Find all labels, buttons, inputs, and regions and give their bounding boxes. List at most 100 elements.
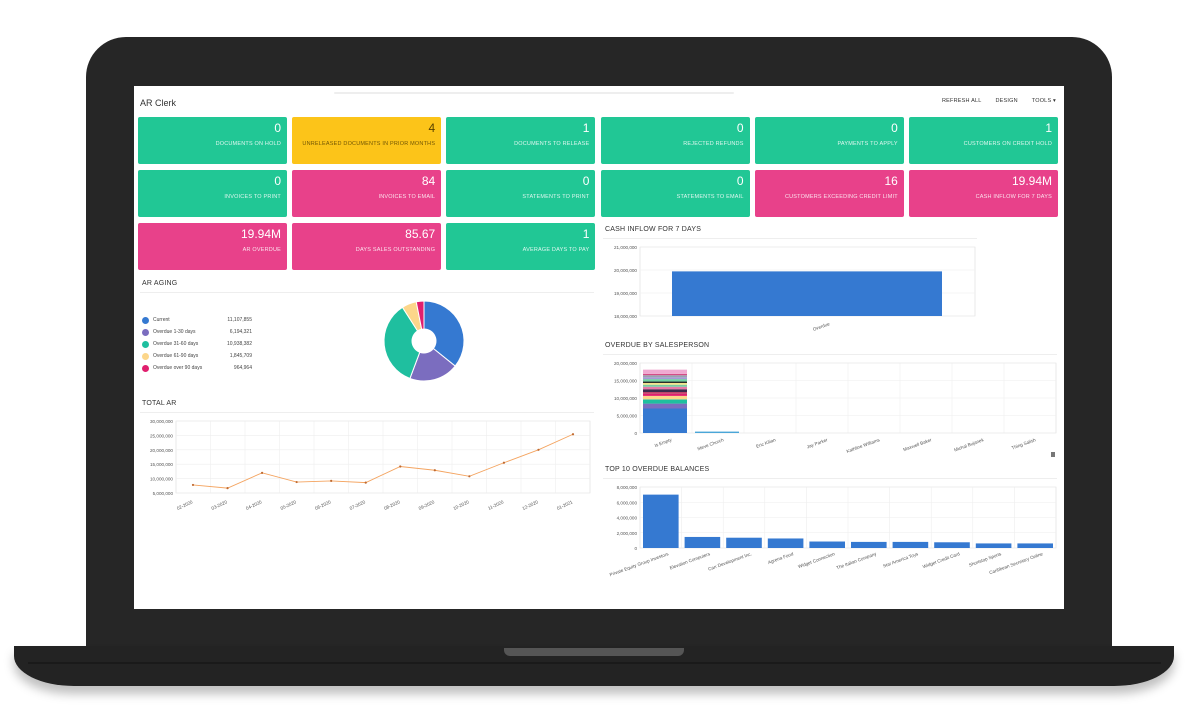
kpi-value: 0 [736,174,744,188]
legend-value: 6,194,321 [229,329,252,335]
svg-text:12-2020: 12-2020 [521,499,539,511]
svg-text:30,000,000: 30,000,000 [150,419,173,424]
legend-value: 11,107,855 [227,317,252,323]
svg-text:04-2020: 04-2020 [245,499,263,511]
refresh-all-button[interactable]: REFRESH ALL [941,98,982,104]
svg-text:Star America Toys: Star America Toys [882,551,919,569]
kpi-label: UNRELEASED DOCUMENTS IN PRIOR MONTHS [302,141,436,147]
bar[interactable] [934,542,970,548]
legend-item[interactable]: Overdue 61-90 days 1,845,709 [142,350,252,362]
svg-text:15,000,000: 15,000,000 [614,379,637,384]
bar[interactable] [684,536,721,548]
divider [603,478,1057,479]
kpi-label: CUSTOMERS EXCEEDING CREDIT LIMIT [784,194,898,200]
kpi-tile-customers-on-credit-hold[interactable]: 1 CUSTOMERS ON CREDIT HOLD [909,117,1058,164]
kpi-tile-days-sales-outstanding[interactable]: 85.67 DAYS SALES OUTSTANDING [292,223,442,270]
kpi-value: 84 [421,174,436,188]
svg-text:Elevation Computers: Elevation Computers [669,551,711,571]
kpi-label: AVERAGE DAYS TO PAY [522,247,590,253]
legend-label: Current [153,317,170,323]
donut-slice[interactable] [423,300,465,367]
bar[interactable] [809,541,845,548]
top-bar: AR Clerk REFRESH ALL DESIGN TOOLS ▾ [134,86,1064,112]
top10-title: TOP 10 OVERDUE BALANCES [605,466,710,473]
chart-export-icon[interactable] [1051,452,1055,457]
divider [140,292,594,293]
svg-text:4,000,000: 4,000,000 [617,516,638,521]
kpi-tile-customers-exceeding-credit-limit[interactable]: 16 CUSTOMERS EXCEEDING CREDIT LIMIT [754,170,904,217]
legend-swatch-icon [142,352,149,360]
kpi-tile-payments-to-apply[interactable]: 0 PAYMENTS TO APPLY [754,117,904,164]
svg-text:0: 0 [634,546,637,551]
search-bar[interactable] [334,92,734,94]
svg-text:Agrena Food: Agrena Food [767,551,794,565]
donut-slice[interactable] [415,300,425,330]
kpi-tile-cash-inflow-for-7-days[interactable]: 19.94M CASH INFLOW FOR 7 DAYS [909,170,1058,217]
bar[interactable] [892,541,929,548]
kpi-tile-invoices-to-print[interactable]: 0 INVOICES TO PRINT [138,170,287,217]
bar[interactable] [726,537,762,548]
svg-text:11-2020: 11-2020 [487,499,504,511]
kpi-tile-average-days-to-pay[interactable]: 1 AVERAGE DAYS TO PAY [446,223,596,270]
svg-text:Steve Church: Steve Church [696,437,724,451]
svg-text:The Italian Company: The Italian Company [836,551,878,570]
legend-item[interactable]: Overdue 1-30 days 6,194,321 [142,326,252,338]
legend-item[interactable]: Overdue over 90 days 964,964 [142,362,252,374]
svg-text:25,000,000: 25,000,000 [150,433,173,438]
svg-text:10,000,000: 10,000,000 [614,396,637,401]
ar-aging-donut-chart[interactable] [382,298,466,384]
tools-menu-button[interactable]: TOOLS ▾ [1031,98,1056,104]
bar[interactable] [643,494,679,548]
design-button[interactable]: DESIGN [995,98,1018,104]
kpi-tile-statements-to-print[interactable]: 0 STATEMENTS TO PRINT [446,170,596,217]
kpi-tile-invoices-to-email[interactable]: 84 INVOICES TO EMAIL [292,170,442,217]
svg-text:6,000,000: 6,000,000 [617,500,638,505]
cash-inflow-bar-chart[interactable]: 18,000,000 19,000,000 20,000,000 21,000,000… [598,240,988,335]
kpi-value: 0 [736,121,744,135]
kpi-value: 1 [1045,121,1052,135]
svg-text:Carr Development Inc.: Carr Development Inc. [707,551,752,571]
top10-overdue-chart[interactable]: 0 2,000,000 4,000,000 6,000,000 8,000,000 Pri… [598,480,1060,600]
bar[interactable] [672,271,942,316]
bar[interactable] [1017,543,1053,548]
svg-text:06-2020: 06-2020 [314,499,332,511]
svg-text:Jay Parker: Jay Parker [806,437,829,449]
legend-item[interactable]: Overdue 31-60 days 10,938,382 [142,338,252,350]
svg-text:5,000,000: 5,000,000 [153,491,174,496]
kpi-tile-ar-overdue[interactable]: 19.94M AR OVERDUE [138,223,287,270]
svg-text:07-2020: 07-2020 [349,499,367,511]
kpi-tile-unreleased-documents-in-prior-months[interactable]: 4 UNRELEASED DOCUMENTS IN PRIOR MONTHS [292,117,442,164]
svg-text:20,000,000: 20,000,000 [614,268,637,273]
svg-text:Eric Kilian: Eric Kilian [755,437,776,449]
bar[interactable] [851,541,887,548]
kpi-tile-documents-on-hold[interactable]: 0 DOCUMENTS ON HOLD [138,117,287,164]
bar[interactable] [767,538,804,548]
kpi-value: 1 [582,227,590,241]
kpi-tile-documents-to-release[interactable]: 1 DOCUMENTS TO RELEASE [446,117,596,164]
overdue-by-salesperson-chart[interactable]: 0 5,000,000 10,000,000 15,000,000 20,000,000… [598,356,1060,464]
svg-text:Kathline Williams: Kathline Williams [846,437,881,454]
svg-text:20,000,000: 20,000,000 [614,361,637,366]
kpi-tile-rejected-refunds[interactable]: 0 REJECTED REFUNDS [600,117,750,164]
bar[interactable] [975,543,1012,548]
svg-text:05-2020: 05-2020 [280,499,298,511]
svg-text:Widget Connection: Widget Connection [797,551,836,569]
svg-text:Widget Credit Card: Widget Credit Card [922,551,961,569]
legend-value: 1,845,709 [229,353,252,359]
legend-item[interactable]: Current 11,107,855 [142,314,252,326]
kpi-value: 0 [274,121,281,135]
svg-text:10,000,000: 10,000,000 [150,477,173,482]
donut-slice[interactable] [383,306,421,380]
divider [603,238,977,239]
kpi-label: INVOICES TO PRINT [224,194,281,200]
kpi-value: 16 [884,174,898,188]
kpi-tile-statements-to-email[interactable]: 0 STATEMENTS TO EMAIL [600,170,750,217]
svg-text:Maxwell Baker: Maxwell Baker [903,437,933,452]
svg-text:18,000,000: 18,000,000 [614,314,637,319]
kpi-label: CASH INFLOW FOR 7 DAYS [975,194,1052,200]
svg-text:Is Empty: Is Empty [654,437,673,448]
svg-text:09-2020: 09-2020 [418,499,436,511]
legend-value: 964,964 [233,365,252,371]
total-ar-line-chart[interactable]: 5,000,000 10,000,000 15,000,000 20,000,000 2… [134,414,596,524]
